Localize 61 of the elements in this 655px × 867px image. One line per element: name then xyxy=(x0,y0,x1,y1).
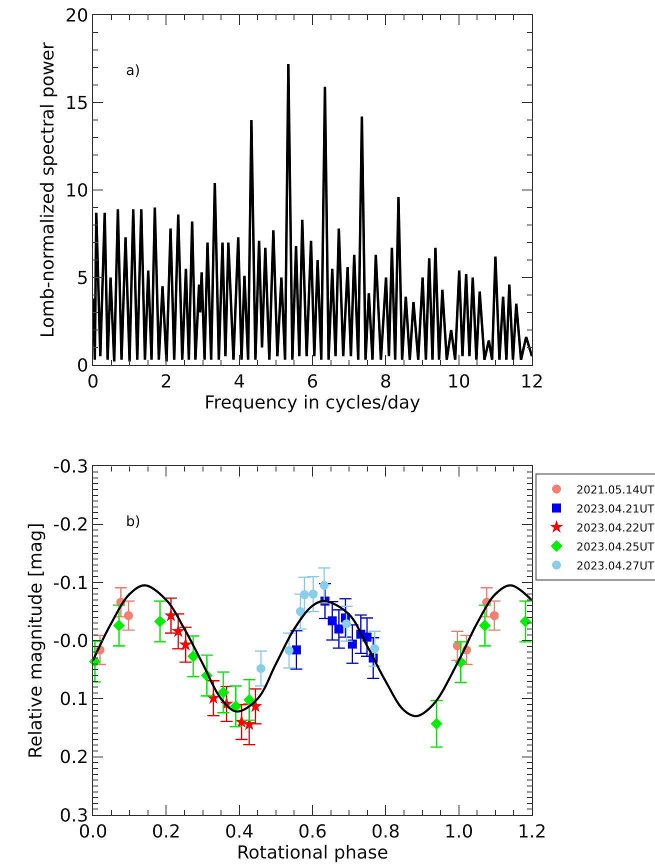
point xyxy=(370,644,380,654)
x-tick-label: 2 xyxy=(160,372,172,393)
y-tick-label: 5 xyxy=(76,268,88,289)
point xyxy=(178,638,192,650)
x-tick-label: 0.8 xyxy=(371,822,400,843)
y-tick-label: 0 xyxy=(76,355,88,376)
point xyxy=(430,718,442,730)
y-tick-label: -0.2 xyxy=(53,514,88,536)
annotation: a) xyxy=(126,63,140,79)
x-tick-label: 10 xyxy=(447,372,470,393)
y-tick-label: 0.2 xyxy=(60,747,88,768)
point xyxy=(334,624,344,634)
y-tick-label: 15 xyxy=(65,92,88,114)
x-tick-label: 0.4 xyxy=(225,822,254,843)
legend-label: 2023.04.27UT xyxy=(576,559,655,572)
x-tick-label: 12 xyxy=(520,372,544,393)
x-tick-label: 1.0 xyxy=(444,822,474,843)
point xyxy=(348,640,357,649)
point xyxy=(490,611,499,620)
y-tick-label: 20 xyxy=(65,5,88,26)
x-tick-label: 4 xyxy=(234,372,246,393)
point xyxy=(187,650,200,662)
legend-label: 2023.04.22UT xyxy=(576,521,655,534)
y-tick-label: -0.3 xyxy=(53,456,88,478)
point xyxy=(328,616,337,626)
x-tick-label: 6 xyxy=(306,372,318,393)
point xyxy=(308,590,318,599)
point xyxy=(284,646,294,655)
point xyxy=(320,580,329,590)
x-tick-label: 1.2 xyxy=(518,822,546,843)
point xyxy=(172,624,185,637)
y-tick-label: -0.1 xyxy=(53,572,88,594)
annotation: b) xyxy=(126,514,140,530)
legend-label: 2021.05.14UT xyxy=(576,483,655,496)
y-tick-label: -0.0 xyxy=(53,630,88,652)
y-axis-title: Lomb-normalized spectral power xyxy=(38,42,59,338)
x-axis-title: Frequency in cycles/day xyxy=(204,392,421,414)
point xyxy=(154,616,166,628)
point xyxy=(520,616,532,628)
point xyxy=(478,620,491,632)
x-tick-label: 8 xyxy=(380,372,392,393)
point xyxy=(243,694,256,706)
y-tick-label: 10 xyxy=(65,180,88,202)
line-series xyxy=(93,62,532,363)
legend-label: 2023.04.21UT xyxy=(576,502,655,516)
point xyxy=(217,686,230,698)
point xyxy=(256,664,266,673)
y-axis-title: Relative magnitude [mag] xyxy=(25,522,46,758)
x-axis-title: Rotational phase xyxy=(236,842,388,864)
point xyxy=(292,645,301,654)
point xyxy=(296,607,305,616)
y-tick-label: 0.1 xyxy=(60,689,88,710)
x-tick-label: 0.2 xyxy=(152,822,180,843)
point xyxy=(124,611,133,620)
x-tick-label: 0.0 xyxy=(78,822,108,843)
x-tick-label: 0.6 xyxy=(298,822,327,843)
point xyxy=(342,619,352,628)
point xyxy=(113,620,125,632)
point xyxy=(300,590,309,600)
point xyxy=(206,691,220,704)
legend-label: 2023.04.25UT xyxy=(576,540,655,554)
